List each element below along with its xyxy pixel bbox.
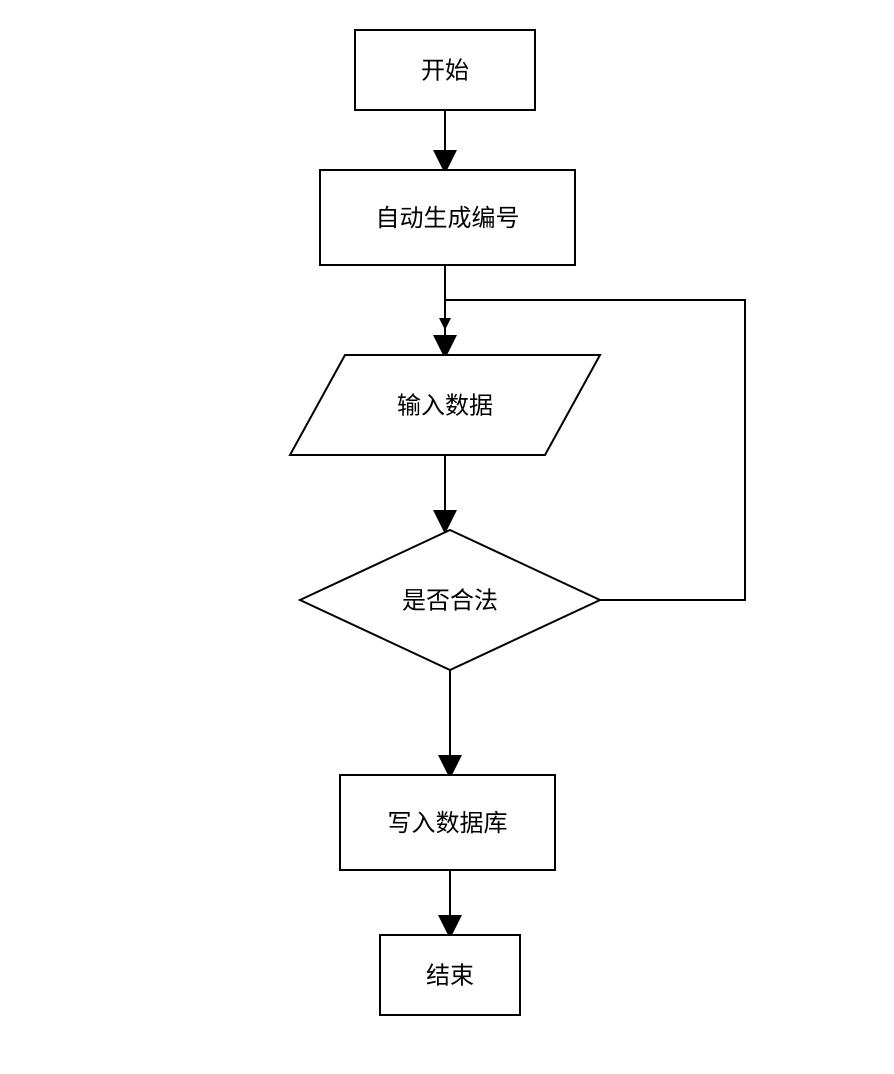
node-valid-label: 是否合法 [402, 587, 498, 614]
node-autogen-label: 自动生成编号 [376, 205, 520, 232]
node-write-label: 写入数据库 [388, 810, 508, 837]
node-end-label: 结束 [426, 962, 474, 989]
flowchart-diagram: 开始自动生成编号输入数据是否合法写入数据库结束 [0, 0, 894, 1074]
merge-arrowhead [439, 318, 451, 330]
node-start-label: 开始 [421, 57, 469, 84]
node-input-label: 输入数据 [397, 392, 493, 419]
